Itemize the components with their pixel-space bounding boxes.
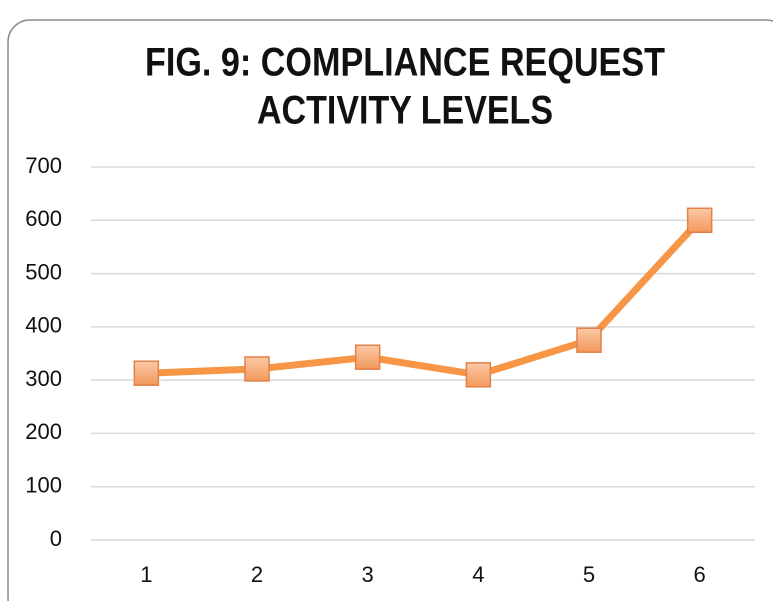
y-tick-label: 100 [25,473,62,498]
chart-frame [7,19,773,601]
marker [686,207,713,234]
marker [465,362,492,388]
marker [133,360,160,386]
x-tick-label: 4 [472,562,484,587]
y-tick-label: 400 [25,313,62,338]
series-line [146,217,703,379]
x-tick-label: 5 [583,562,595,587]
y-tick-label: 0 [50,526,62,551]
y-tick-label: 500 [25,259,62,284]
x-tick-label: 1 [140,562,152,587]
chart-title: ACTIVITY LEVELS [257,89,553,133]
y-tick-label: 300 [25,366,62,391]
y-tick-label: 200 [25,419,62,444]
chart-title: FIG. 9: COMPLIANCE REQUEST [145,41,665,85]
x-tick-label: 6 [694,562,706,587]
x-tick-label: 3 [362,562,374,587]
y-tick-label: 700 [25,153,62,178]
x-tick-label: 2 [251,562,263,587]
marker [576,327,602,353]
marker [244,356,270,382]
marker [354,344,381,370]
y-tick-label: 600 [25,206,62,231]
